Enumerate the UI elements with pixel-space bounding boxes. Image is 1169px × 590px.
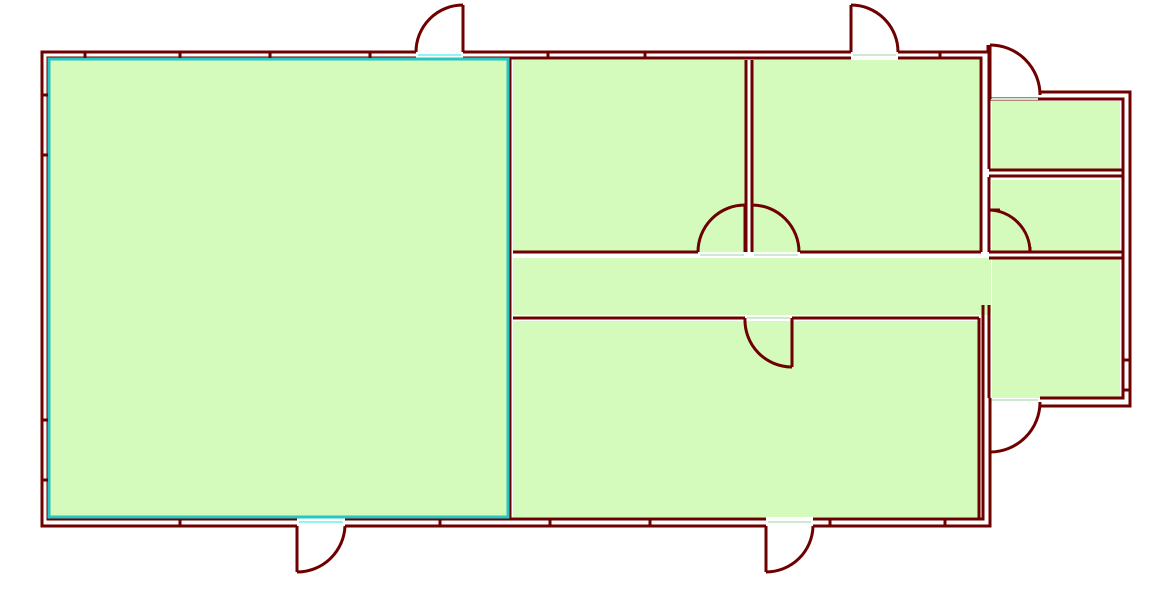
room-fills bbox=[49, 59, 1120, 517]
wall-east-wing-inner bbox=[1040, 97, 1125, 400]
room-east-top[interactable] bbox=[992, 101, 1120, 169]
room-east-middle[interactable] bbox=[992, 180, 1120, 252]
corridor[interactable] bbox=[513, 258, 991, 315]
doors bbox=[295, 3, 1042, 574]
wall-inner-outline-north-right bbox=[898, 56, 983, 252]
room-large-left[interactable] bbox=[49, 59, 508, 517]
door-upper-right-room[interactable] bbox=[750, 203, 801, 253]
room-lower-middle[interactable] bbox=[513, 321, 979, 517]
selection-outline bbox=[47, 57, 510, 519]
door-lower-middle-room[interactable] bbox=[743, 317, 794, 369]
wall-outer-south-east bbox=[813, 452, 992, 528]
wall-inner-outline-south-east bbox=[813, 305, 985, 521]
door-east-middle-room[interactable] bbox=[987, 208, 1032, 253]
wall-openings bbox=[299, 54, 1038, 523]
door-north-left[interactable] bbox=[414, 3, 465, 53]
door-south-right[interactable] bbox=[764, 525, 815, 574]
wall-ticks bbox=[42, 52, 1130, 526]
door-south-left[interactable] bbox=[295, 525, 347, 574]
door-north-right[interactable] bbox=[849, 3, 900, 53]
room-upper-right[interactable] bbox=[752, 60, 979, 252]
door-east-wing-top[interactable] bbox=[988, 43, 1042, 99]
room-east-bottom[interactable] bbox=[992, 258, 1120, 398]
door-east-wing-bottom[interactable] bbox=[988, 398, 1042, 454]
room-upper-middle[interactable] bbox=[513, 60, 746, 252]
door-upper-middle-room[interactable] bbox=[696, 203, 747, 253]
wall-east-wing-outer bbox=[1040, 90, 1132, 408]
wall-outer-north bbox=[40, 50, 416, 528]
